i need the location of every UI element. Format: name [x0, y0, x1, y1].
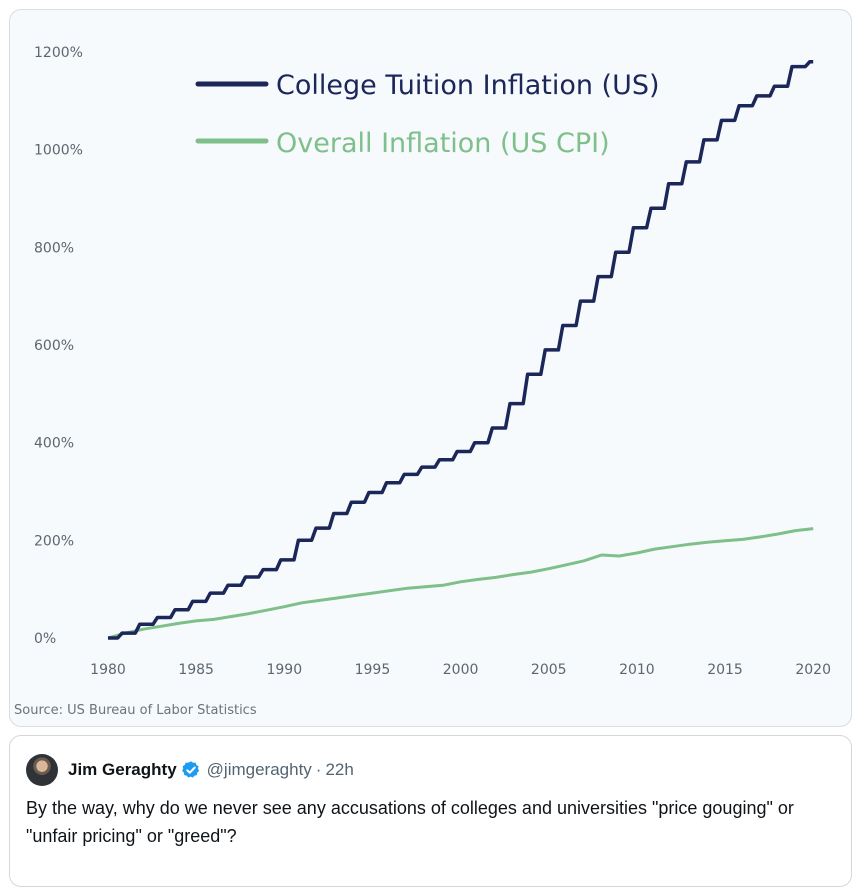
x-tick-label: 1990 [266, 662, 302, 678]
author-name[interactable]: Jim Geraghty [68, 760, 177, 779]
x-tick-label: 1995 [355, 662, 391, 678]
x-tick-label: 1980 [90, 662, 126, 678]
series-line-college-tuition [108, 60, 814, 640]
tweet-text: By the way, why do we never see any accu… [26, 798, 794, 846]
avatar[interactable] [26, 754, 58, 786]
tweet-time[interactable]: 22h [325, 760, 354, 779]
inflation-line-chart: 0% 200% 400% 600% 800% 1000% 1200% 1980 1985 1990… [34, 45, 831, 678]
y-tick-label: 200% [34, 533, 74, 549]
y-tick-label: 600% [34, 338, 74, 354]
y-tick-label: 400% [34, 436, 74, 452]
series-line-overall-inflation [107, 527, 814, 640]
x-tick-label: 2015 [707, 662, 743, 678]
tweet-card[interactable]: Jim Geraghty @jimgeraghty · 22h By the w… [9, 735, 852, 887]
x-tick-label: 2020 [795, 662, 831, 678]
tweet-header: Jim Geraghty @jimgeraghty · 22h [26, 752, 354, 788]
y-tick-label: 1000% [34, 143, 83, 159]
y-tick-label: 0% [34, 631, 56, 647]
chart-card: 0% 200% 400% 600% 800% 1000% 1200% 1980 1985 1990… [9, 9, 852, 727]
y-tick-label: 1200% [34, 45, 83, 61]
x-tick-label: 1985 [178, 662, 214, 678]
verified-badge-icon [181, 761, 199, 778]
legend-label-overall-inflation: Overall Inflation (US CPI) [276, 128, 610, 159]
chart-source: Source: US Bureau of Labor Statistics [14, 703, 257, 718]
y-tick-label: 800% [34, 240, 74, 256]
x-tick-label: 2010 [619, 662, 655, 678]
separator-dot: · [315, 760, 322, 779]
x-tick-label: 2000 [443, 662, 479, 678]
x-tick-label: 2005 [531, 662, 567, 678]
legend-label-college-tuition: College Tuition Inflation (US) [276, 70, 660, 101]
author-handle[interactable]: @jimgeraghty [206, 760, 312, 779]
